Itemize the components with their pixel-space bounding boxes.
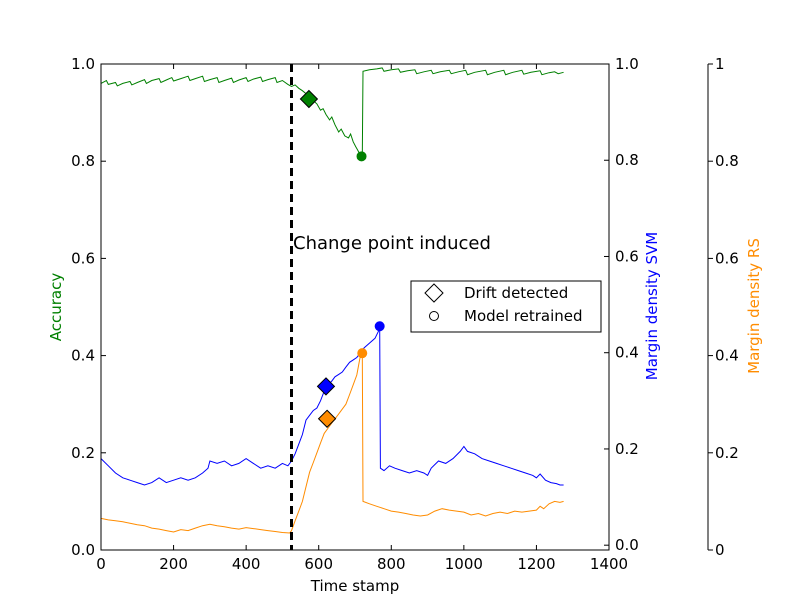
legend-retrain-label: Model retrained (464, 307, 583, 325)
x-tick-label: 800 (377, 555, 406, 573)
accuracy-tick-label: 0.8 (71, 152, 95, 170)
x-tick-label: 1400 (590, 555, 628, 573)
x-tick-label: 1000 (445, 555, 483, 573)
svm-tick-label: 0.8 (615, 151, 639, 169)
legend-drift-icon (424, 283, 444, 303)
x-tick-label: 0 (96, 555, 106, 573)
rs-tick-label: 0.8 (715, 152, 739, 170)
rs-tick-label: 0.2 (715, 444, 739, 462)
plot-area-frame (100, 63, 610, 551)
legend-drift-label: Drift detected (464, 284, 568, 302)
svm-axis-label: Margin density SVM (643, 232, 661, 381)
retrain-marker-margin-density-svm (374, 321, 385, 332)
accuracy-tick-label: 0.6 (71, 249, 95, 267)
legend-retrain-icon (429, 311, 439, 321)
x-tick-label: 400 (232, 555, 261, 573)
accuracy-tick-label: 0.0 (71, 541, 95, 559)
legend-frame (410, 280, 602, 333)
svm-tick-label: 1.0 (615, 55, 639, 73)
rs-tick-label: 0.6 (715, 249, 739, 267)
rs-tick-label: 0 (715, 541, 725, 559)
accuracy-tick-label: 0.4 (71, 347, 95, 365)
accuracy-tick-label: 0.2 (71, 444, 95, 462)
accuracy-axis-label: Accuracy (47, 273, 65, 342)
change-point-annotation: Change point induced (293, 233, 491, 254)
svm-tick-label: 0.4 (615, 344, 639, 362)
rs-tick-label: 0.4 (715, 347, 739, 365)
accuracy-axis-ticks: 0.0 0.2 0.4 0.6 0.8 1.0 (71, 55, 106, 559)
x-axis-ticks: 0 200 400 600 800 1000 1200 1400 (96, 64, 628, 573)
x-tick-label: 200 (159, 555, 188, 573)
retrain-marker-margin-density-rs (357, 348, 368, 359)
series-line-margin-density-svm (100, 328, 564, 486)
drift-marker-margin-density-rs (317, 409, 337, 428)
svm-axis-ticks: 0.0 0.2 0.4 0.6 0.8 1.0 (604, 55, 639, 554)
x-tick-label: 600 (304, 555, 333, 573)
accuracy-tick-label: 1.0 (71, 55, 95, 73)
series-line-accuracy (100, 67, 564, 158)
rs-axis-label: Margin density RS (745, 238, 763, 374)
legend: Drift detected Model retrained (410, 280, 602, 333)
drift-marker-margin-density-svm (316, 377, 336, 396)
retrain-marker-accuracy (356, 151, 367, 162)
rs-tick-label: 1 (715, 55, 725, 73)
svm-tick-label: 0.6 (615, 247, 639, 265)
x-tick-label: 1200 (517, 555, 555, 573)
x-axis-label: Time stamp (310, 577, 400, 595)
svm-tick-label: 0.0 (615, 536, 639, 554)
marker-layer (299, 89, 385, 428)
rs-axis-ticks: 0 0.2 0.4 0.6 0.8 1 (708, 55, 739, 559)
svm-tick-label: 0.2 (615, 440, 639, 458)
drift-marker-accuracy (299, 89, 319, 109)
